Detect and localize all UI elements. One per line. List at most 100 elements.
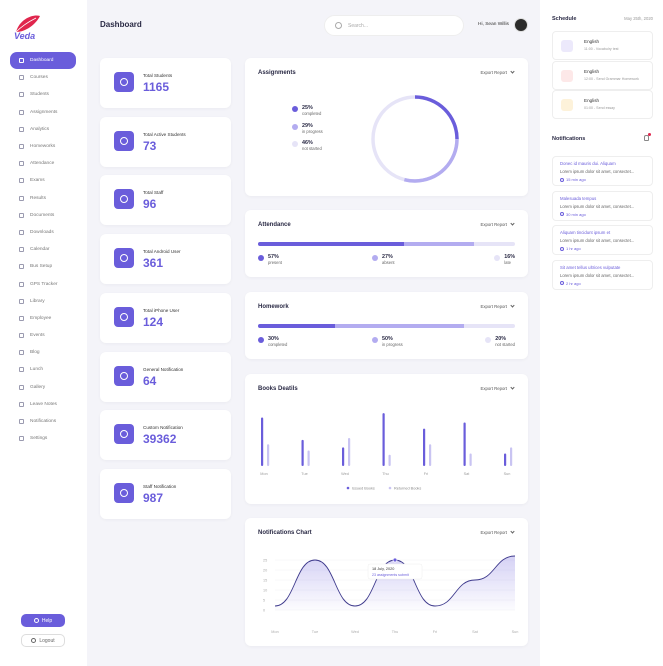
sidebar-item-downloads[interactable]: Downloads <box>10 224 76 241</box>
legend-dot <box>258 337 264 343</box>
help-icon <box>33 618 39 623</box>
sidebar-item-label: Analytics <box>30 126 50 132</box>
bell-icon <box>19 419 24 425</box>
export-report-button[interactable]: Export Report <box>480 385 515 391</box>
user-icon <box>19 92 24 98</box>
x-tick-label: Mon <box>271 630 278 634</box>
x-tick-label: Tue <box>301 472 307 476</box>
notification-item[interactable]: Donec id mauris dui. Aliquam Lorem ipsum … <box>552 156 653 186</box>
x-tick-label: Tue <box>312 630 318 634</box>
stat-card[interactable]: Staff Notification 987 <box>100 468 231 519</box>
notification-time: 2 hr ago <box>566 280 581 286</box>
x-tick-label: Mon <box>260 472 267 476</box>
export-report-button[interactable]: Export Report <box>480 69 515 75</box>
schedule-item[interactable]: English 11:00 - Vocabulry test <box>552 31 653 60</box>
bar-segment <box>258 324 336 328</box>
sidebar-item-results[interactable]: Results <box>10 190 76 207</box>
tooltip-point <box>392 557 398 563</box>
y-tick-label: 20 <box>263 569 267 573</box>
sidebar-item-leave-notes[interactable]: Leave Notes <box>10 396 76 413</box>
stat-card[interactable]: Total Staff 96 <box>100 175 231 226</box>
sidebar-item-analytics[interactable]: Analytics <box>10 121 76 138</box>
sidebar-item-events[interactable]: Events <box>10 327 76 344</box>
help-button[interactable]: Help <box>21 614 65 627</box>
notification-title: Malesuada tempus <box>560 195 597 201</box>
stat-card[interactable]: Total Students 1165 <box>100 58 231 108</box>
sidebar-item-label: Lunch <box>30 367 44 373</box>
sidebar-item-lunch[interactable]: Lunch <box>10 361 76 378</box>
notification-title: Aliquam tincidunt ipsum et <box>560 230 611 235</box>
stat-label: Staff Notification <box>143 483 177 489</box>
stat-card[interactable]: General Notification 64 <box>100 351 231 402</box>
sidebar-item-notifications[interactable]: Notifications <box>10 413 76 430</box>
stat-value: 96 <box>143 197 157 212</box>
stat-card[interactable]: Custom Notification 39362 <box>100 410 231 461</box>
sidebar-item-attendance[interactable]: Attendance <box>10 155 76 172</box>
sidebar-item-exams[interactable]: Exams <box>10 172 76 189</box>
notification-item[interactable]: Aliquam tincidunt ipsum et Lorem ipsum do… <box>552 225 653 255</box>
sidebar-item-library[interactable]: Library <box>10 293 76 310</box>
sidebar-item-blog[interactable]: Blog <box>10 344 76 361</box>
right-column: Schedule May 25th, 2020 English 11:00 - V… <box>540 0 663 666</box>
sidebar-item-dashboard[interactable]: Dashboard <box>10 52 76 70</box>
legend-label: in progress <box>302 128 323 134</box>
sidebar-item-documents[interactable]: Documents <box>10 207 76 224</box>
users-icon <box>114 482 134 503</box>
sidebar-item-gallery[interactable]: Gallery <box>10 379 76 396</box>
badge-icon <box>114 72 134 92</box>
notifications-chart-panel: Notifications Chart Export Report 0 5 10 15… <box>245 518 528 646</box>
legend-percent: 25% <box>302 105 313 111</box>
sidebar: Veda Dashboard Courses Students Assignments… <box>0 0 87 666</box>
legend-dot <box>372 255 378 261</box>
sidebar-item-employee[interactable]: Employee <box>10 310 76 327</box>
notification-time-row: 30 min ago <box>560 212 645 217</box>
notification-time-row: 2 hr ago <box>560 281 645 286</box>
notification-body: Lorem ipsum dolor sit amet, consectet... <box>560 169 635 174</box>
notification-item[interactable]: Malesuada tempus Lorem ipsum dolor sit am… <box>552 190 653 221</box>
stat-card[interactable]: Total Active Students 73 <box>100 116 231 167</box>
sidebar-item-gps-tracker[interactable]: GPS Tracker <box>10 275 76 292</box>
notification-time-row: 15 min ago <box>560 177 645 182</box>
legend-percent: 20% <box>495 336 506 342</box>
schedule-item[interactable]: English 12:00 - Send Grammar Homework <box>552 60 653 90</box>
schedule-item[interactable]: English 01:00 - Send essay <box>552 90 653 119</box>
export-report-button[interactable]: Export Report <box>480 303 515 309</box>
bar-issued-books <box>342 447 345 466</box>
folder-icon <box>561 99 573 111</box>
attendance-progress-bar <box>258 242 515 246</box>
legend-label: Issued Books <box>352 486 375 490</box>
bell-icon[interactable] <box>644 135 649 141</box>
y-tick-label: 15 <box>263 579 267 583</box>
sidebar-item-label: Attendance <box>30 161 55 167</box>
logout-button[interactable]: Logout <box>21 634 65 647</box>
schedule-title: Schedule <box>552 16 577 22</box>
notification-body: Lorem ipsum dolor sit amet, consectet... <box>560 203 635 209</box>
export-report-button[interactable]: Export Report <box>480 529 515 535</box>
x-tick-label: Sat <box>464 472 471 476</box>
stat-card[interactable]: Total iPhone User 124 <box>100 292 231 343</box>
bus-icon <box>19 264 24 270</box>
legend-percent: 16% <box>504 254 515 260</box>
check-icon <box>19 161 24 167</box>
notification-time-row: 1 hr ago <box>560 246 645 251</box>
search-input[interactable]: Search... <box>324 15 464 36</box>
sidebar-item-calendar[interactable]: Calendar <box>10 241 76 258</box>
schedule-item-title: English <box>584 39 600 44</box>
assignments-title: Assignments <box>258 70 296 76</box>
notifications-title: Notifications <box>552 136 586 142</box>
notification-time: 15 min ago <box>566 177 586 182</box>
sidebar-item-bus-setup[interactable]: Bus Setup <box>10 258 76 275</box>
sidebar-item-students[interactable]: Students <box>10 86 76 103</box>
sidebar-item-assignments[interactable]: Assignments <box>10 104 76 121</box>
sidebar-item-settings[interactable]: Settings <box>10 430 76 447</box>
sidebar-item-courses[interactable]: Courses <box>10 69 76 86</box>
legend-label: completed <box>302 111 322 116</box>
stat-card[interactable]: Total Android User 361 <box>100 234 231 285</box>
sidebar-item-homeworks[interactable]: Homeworks <box>10 138 76 155</box>
area-fill <box>275 556 515 610</box>
legend-label: absent <box>382 260 395 265</box>
chevron-down-icon <box>510 221 515 226</box>
export-report-button[interactable]: Export Report <box>480 221 515 227</box>
notification-item[interactable]: Sit amet tellus ultrices vulputate Lorem … <box>552 259 653 290</box>
avatar[interactable] <box>514 18 528 32</box>
